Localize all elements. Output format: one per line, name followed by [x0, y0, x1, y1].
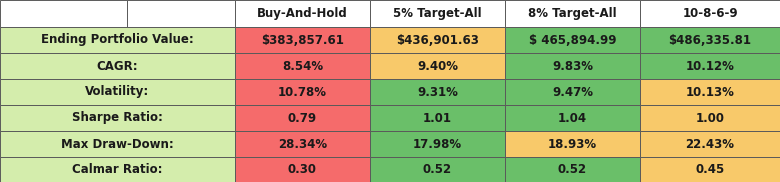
Text: 10.13%: 10.13% — [686, 86, 735, 98]
Bar — [505, 0, 640, 27]
Bar — [0, 27, 235, 53]
Bar — [640, 53, 780, 79]
Bar — [235, 131, 370, 157]
Bar — [0, 0, 127, 27]
Bar — [370, 105, 505, 131]
Text: $486,335.81: $486,335.81 — [668, 33, 751, 46]
Text: 1.01: 1.01 — [423, 112, 452, 124]
Bar — [235, 105, 370, 131]
Text: 9.47%: 9.47% — [552, 86, 593, 98]
Bar — [235, 79, 370, 105]
Text: 0.52: 0.52 — [423, 163, 452, 176]
Text: Max Draw-Down:: Max Draw-Down: — [61, 137, 174, 151]
Bar — [235, 27, 370, 53]
Bar — [235, 157, 370, 182]
Text: 5% Target-All: 5% Target-All — [393, 7, 482, 20]
Text: 9.83%: 9.83% — [552, 60, 593, 72]
Bar — [370, 27, 505, 53]
Bar — [640, 105, 780, 131]
Bar — [505, 157, 640, 182]
Bar — [640, 27, 780, 53]
Bar — [505, 27, 640, 53]
Bar — [370, 131, 505, 157]
Bar — [640, 157, 780, 182]
Text: 10.12%: 10.12% — [686, 60, 735, 72]
Text: $383,857.61: $383,857.61 — [261, 33, 344, 46]
Text: 0.45: 0.45 — [696, 163, 725, 176]
Bar — [0, 105, 235, 131]
Bar — [0, 53, 235, 79]
Bar — [370, 157, 505, 182]
Text: 9.31%: 9.31% — [417, 86, 458, 98]
Bar — [0, 131, 235, 157]
Text: 1.04: 1.04 — [558, 112, 587, 124]
Bar — [505, 79, 640, 105]
Text: $436,901.63: $436,901.63 — [396, 33, 479, 46]
Bar — [235, 0, 370, 27]
Bar — [505, 53, 640, 79]
Text: Buy-And-Hold: Buy-And-Hold — [257, 7, 348, 20]
Text: Ending Portfolio Value:: Ending Portfolio Value: — [41, 33, 194, 46]
Text: 0.30: 0.30 — [288, 163, 317, 176]
Text: 18.93%: 18.93% — [548, 137, 597, 151]
Text: Volatility:: Volatility: — [85, 86, 150, 98]
Bar — [235, 53, 370, 79]
Bar — [505, 105, 640, 131]
Bar — [370, 79, 505, 105]
Text: Calmar Ratio:: Calmar Ratio: — [73, 163, 163, 176]
Bar — [0, 79, 235, 105]
Text: CAGR:: CAGR: — [97, 60, 138, 72]
Text: 22.43%: 22.43% — [686, 137, 735, 151]
Text: $ 465,894.99: $ 465,894.99 — [529, 33, 616, 46]
Bar — [0, 157, 235, 182]
Text: 10-8-6-9: 10-8-6-9 — [682, 7, 738, 20]
Text: 8% Target-All: 8% Target-All — [528, 7, 617, 20]
Bar — [127, 0, 235, 27]
Text: Sharpe Ratio:: Sharpe Ratio: — [72, 112, 163, 124]
Bar — [640, 0, 780, 27]
Text: 17.98%: 17.98% — [413, 137, 462, 151]
Bar — [505, 131, 640, 157]
Text: 28.34%: 28.34% — [278, 137, 327, 151]
Text: 0.79: 0.79 — [288, 112, 317, 124]
Text: 10.78%: 10.78% — [278, 86, 327, 98]
Bar — [370, 0, 505, 27]
Bar — [640, 79, 780, 105]
Bar — [370, 53, 505, 79]
Text: 1.00: 1.00 — [696, 112, 725, 124]
Bar — [640, 131, 780, 157]
Text: 8.54%: 8.54% — [282, 60, 323, 72]
Text: 9.40%: 9.40% — [417, 60, 458, 72]
Text: 0.52: 0.52 — [558, 163, 587, 176]
